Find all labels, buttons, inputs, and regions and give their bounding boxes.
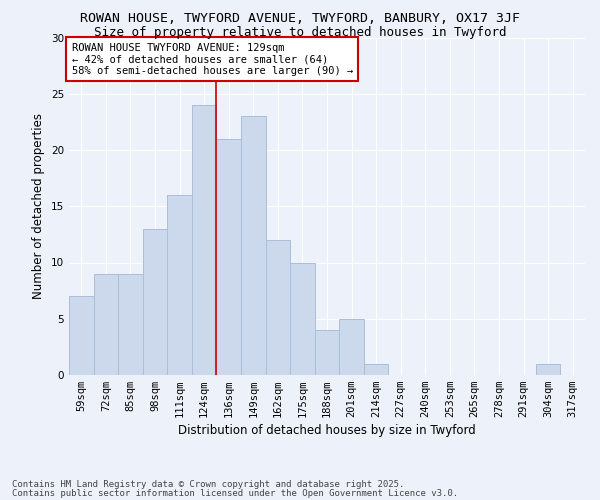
Bar bbox=[143, 229, 167, 375]
Y-axis label: Number of detached properties: Number of detached properties bbox=[32, 114, 46, 299]
Bar bbox=[315, 330, 339, 375]
Bar bbox=[241, 116, 266, 375]
Bar bbox=[118, 274, 143, 375]
Text: Contains public sector information licensed under the Open Government Licence v3: Contains public sector information licen… bbox=[12, 488, 458, 498]
Bar bbox=[339, 319, 364, 375]
Text: Contains HM Land Registry data © Crown copyright and database right 2025.: Contains HM Land Registry data © Crown c… bbox=[12, 480, 404, 489]
Bar bbox=[290, 262, 315, 375]
Text: ROWAN HOUSE TWYFORD AVENUE: 129sqm
← 42% of detached houses are smaller (64)
58%: ROWAN HOUSE TWYFORD AVENUE: 129sqm ← 42%… bbox=[71, 42, 353, 76]
Bar bbox=[217, 138, 241, 375]
Bar bbox=[94, 274, 118, 375]
Bar bbox=[69, 296, 94, 375]
Text: ROWAN HOUSE, TWYFORD AVENUE, TWYFORD, BANBURY, OX17 3JF: ROWAN HOUSE, TWYFORD AVENUE, TWYFORD, BA… bbox=[80, 12, 520, 26]
X-axis label: Distribution of detached houses by size in Twyford: Distribution of detached houses by size … bbox=[178, 424, 476, 438]
Bar bbox=[192, 105, 217, 375]
Bar bbox=[536, 364, 560, 375]
Text: Size of property relative to detached houses in Twyford: Size of property relative to detached ho… bbox=[94, 26, 506, 39]
Bar bbox=[364, 364, 388, 375]
Bar bbox=[266, 240, 290, 375]
Bar bbox=[167, 195, 192, 375]
